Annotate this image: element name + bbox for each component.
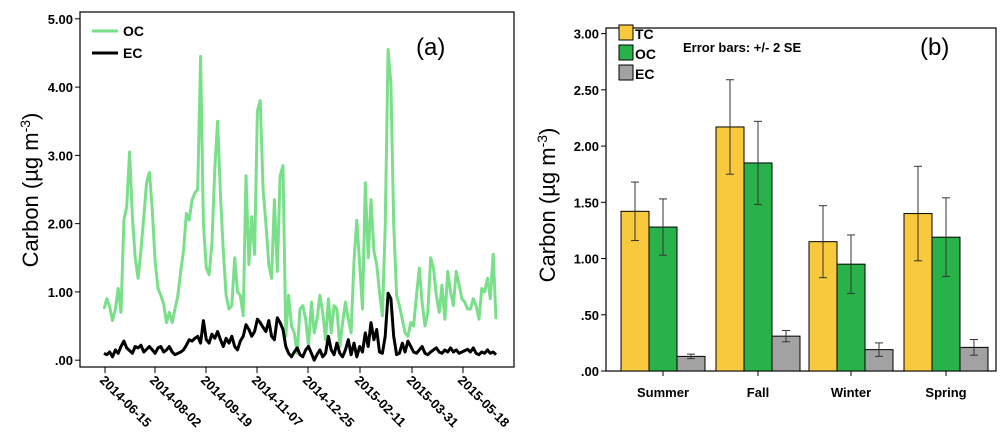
error-bars-note: Error bars: +/- 2 SE [683,40,801,55]
x-tick-label: 2014-09-19 [198,373,256,431]
x-tick-label: 2015-02-11 [352,373,409,430]
y-tick-label: .50 [581,308,599,323]
line-chart: .00 1.00 2.00 3.00 4.00 5.00 2014-06-152014-08… [17,11,515,431]
legend-label-ec: EC [123,45,142,61]
x-tick-label: 2014-06-15 [97,373,155,431]
series-line-oc [102,48,498,355]
y-tick-label: 4.00 [48,80,73,95]
y-tick-label: .00 [55,353,73,368]
y-tick-label: 1.00 [48,285,73,300]
y-tick-label: 1.50 [574,195,599,210]
x-tick-label: Spring [925,385,966,400]
chart-panel-a: .00 1.00 2.00 3.00 4.00 5.00 2014-06-15 2014-08… [17,11,515,431]
legend-swatch-oc [618,44,634,61]
x-tick-label: 2014-12-25 [300,373,358,431]
legend-swatch-tc [618,24,634,41]
x-tick-label: 2015-03-31 [404,373,462,431]
x-tick-label: Winter [831,385,871,400]
y-tick-label: 2.00 [48,217,73,232]
bar-chart: .00 .50 1.00 1.50 2.00 2.50 3.00 Summer Fall Wint… [534,24,997,400]
x-tick-label: 2014-11-07 [249,373,306,430]
y-axis-label: Carbon (µg m-3) [534,128,560,283]
y-tick-label: .00 [581,364,599,379]
x-tick-label: Summer [637,385,689,400]
plot-frame [605,27,997,372]
bar-oc-fall [743,162,773,372]
x-tick-label: 2015-05-18 [455,373,513,431]
series-line-ec [103,291,498,362]
y-tick-label: 2.00 [574,139,599,154]
chart-panel-b: .00 .50 1.00 1.50 2.00 2.50 3.00 Summer Fall Wint… [515,0,1000,445]
legend-label-ec: EC [635,66,654,82]
y-tick-label: 1.00 [574,252,599,267]
panel-label-a: (a) [416,34,445,61]
legend-swatch-ec [618,64,634,81]
x-tick-label: 2014-08-02 [147,373,205,431]
legend-label-oc: OC [123,23,144,39]
y-axis-label: Carbon (µg m-3) [17,113,43,268]
y-tick-label: 3.00 [48,148,73,163]
plot-frame [79,11,515,368]
legend-label-oc: OC [635,46,656,62]
legend-label-tc: TC [635,26,654,42]
y-tick-label: 2.50 [574,83,599,98]
x-tick-label: Fall [747,385,769,400]
panel-label-b: (b) [920,34,949,61]
y-tick-label: 5.00 [48,12,73,27]
y-tick-label: 3.00 [574,27,599,42]
